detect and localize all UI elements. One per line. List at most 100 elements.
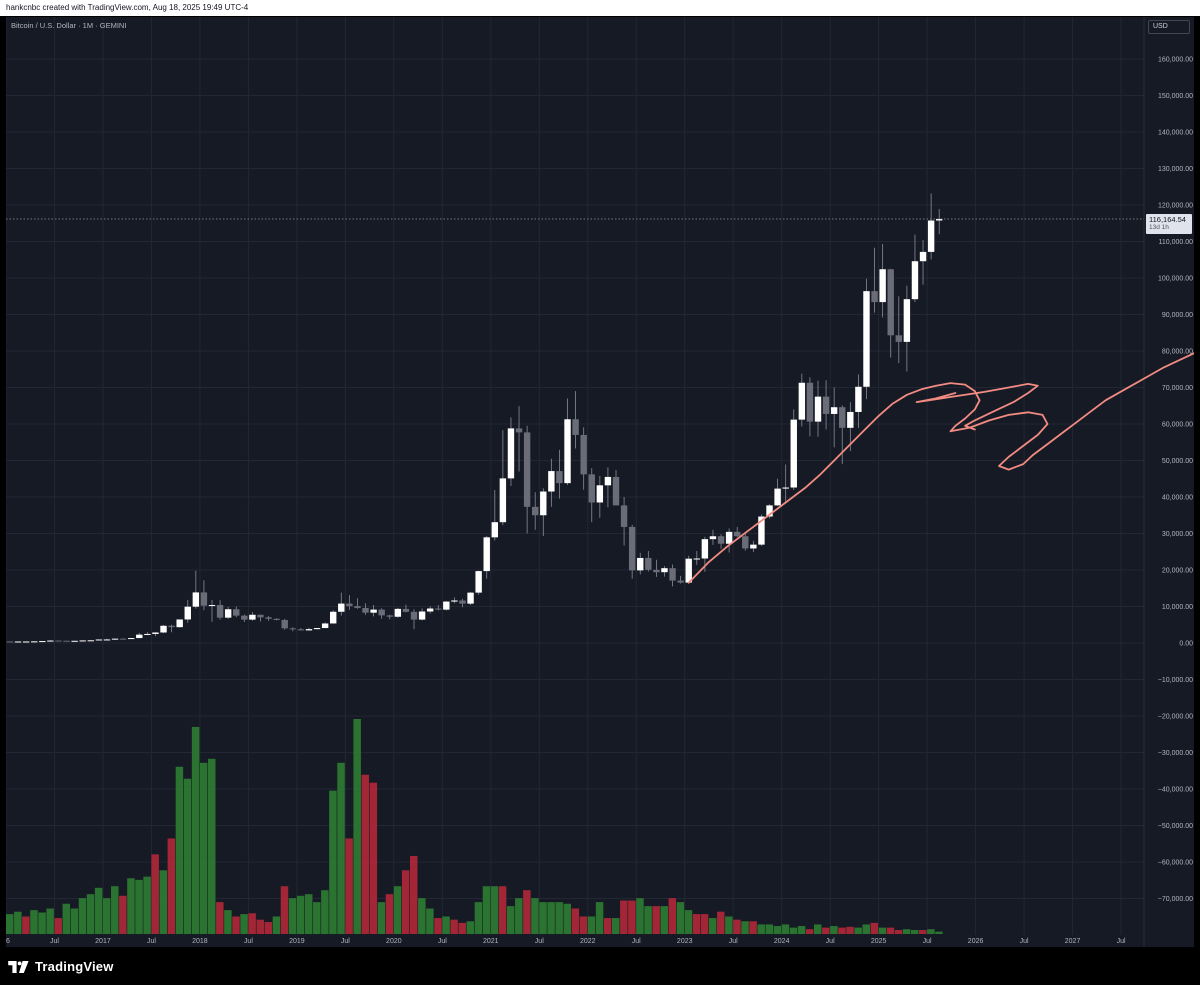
candle-body xyxy=(580,434,587,475)
time-tick-label: 2018 xyxy=(192,938,208,945)
candle-body xyxy=(596,485,604,503)
volume-bar xyxy=(717,911,725,934)
volume-bar xyxy=(240,914,248,934)
candle-body xyxy=(895,335,902,342)
candle-body xyxy=(249,614,256,620)
candle-body xyxy=(241,615,248,620)
volume-bar xyxy=(442,916,450,934)
volume-bar xyxy=(587,916,596,934)
candle-body xyxy=(216,605,224,618)
price-tick-label: −30,000.00 xyxy=(1158,750,1193,757)
candle-body xyxy=(806,382,814,422)
volume-bar xyxy=(781,924,790,934)
price-tick-label: 30,000.00 xyxy=(1162,531,1193,538)
candle-body xyxy=(782,487,789,489)
volume-bar xyxy=(401,870,410,934)
volume-bar xyxy=(515,898,523,934)
candle-body xyxy=(572,419,579,435)
candle-body xyxy=(354,606,361,608)
time-tick-label: 2022 xyxy=(580,938,596,945)
candle-body xyxy=(435,608,442,610)
candle-body xyxy=(750,544,757,549)
candle-body xyxy=(839,407,846,428)
candle-body xyxy=(386,615,393,617)
volume-bar xyxy=(466,921,475,934)
candle-body xyxy=(693,558,700,560)
volume-bar xyxy=(628,900,636,934)
volume-bar xyxy=(579,916,588,934)
candle-body xyxy=(709,536,717,540)
volume-bar xyxy=(296,895,305,934)
candle-body xyxy=(330,611,337,624)
price-chart[interactable]: 160,000.00 150,000.00 140,000.00 130,000.00… xyxy=(6,17,1194,947)
volume-bar xyxy=(571,908,580,934)
volume-bar xyxy=(280,886,289,934)
volume-bar xyxy=(321,890,329,934)
volume-bar xyxy=(822,927,830,934)
candle-body xyxy=(128,638,135,640)
candle-body xyxy=(184,606,191,620)
candle-body xyxy=(378,609,385,616)
last-price-label: 116,164.54 13d 1h xyxy=(1146,214,1192,234)
volume-bar xyxy=(862,924,870,934)
candle-body xyxy=(79,640,86,642)
candle-body xyxy=(338,603,345,612)
volume-bar xyxy=(418,898,426,934)
candle-body xyxy=(200,592,208,606)
currency-badge[interactable]: USD xyxy=(1148,20,1190,34)
volume-bar xyxy=(78,898,87,934)
volume-bar xyxy=(353,719,361,934)
time-tick-label: 2019 xyxy=(289,938,305,945)
candle-body xyxy=(855,386,862,412)
candle-body xyxy=(410,611,418,620)
time-tick-label: 2017 xyxy=(95,938,111,945)
volume-bar xyxy=(337,762,345,934)
volume-bar xyxy=(232,916,240,934)
price-axis[interactable]: 160,000.00 150,000.00 140,000.00 130,000.00… xyxy=(1158,57,1193,904)
volume-bar xyxy=(6,914,14,934)
volume-bar xyxy=(595,902,604,934)
volume-bar xyxy=(183,778,192,934)
time-tick-label: Jul xyxy=(438,938,447,945)
volume-bar xyxy=(902,929,911,934)
candle-body xyxy=(475,571,482,593)
volume-bar xyxy=(127,878,135,934)
price-tick-label: 60,000.00 xyxy=(1162,422,1193,429)
price-tick-label: 50,000.00 xyxy=(1162,458,1193,465)
volume-bar xyxy=(539,902,547,934)
time-axis[interactable]: 16 Jul 2017 Jul 2018 Jul 2019 Jul 2020 Jul 2021 Jul… xyxy=(6,938,1126,945)
candle-body xyxy=(919,251,927,262)
tradingview-logo[interactable]: TradingView xyxy=(8,959,114,974)
volume-bar xyxy=(248,913,256,934)
user-drawings xyxy=(687,352,1194,584)
candle-body xyxy=(22,641,30,643)
candle-body xyxy=(830,407,838,414)
trend-drawing xyxy=(915,382,1039,431)
volume-bar xyxy=(506,906,515,934)
price-tick-label: 130,000.00 xyxy=(1158,166,1193,173)
volume-bar xyxy=(410,855,418,934)
candle-body xyxy=(758,516,765,545)
volume-bar xyxy=(830,926,838,934)
volume-bar xyxy=(612,918,620,934)
candlesticks xyxy=(6,193,943,643)
time-tick-label: Jul xyxy=(826,938,835,945)
candle-body xyxy=(685,558,692,583)
volume-bar xyxy=(523,890,531,934)
candle-body xyxy=(564,419,571,484)
volume-bar xyxy=(474,902,483,934)
volume-bar xyxy=(684,910,693,934)
volume-bar xyxy=(644,906,652,934)
volume-bar xyxy=(482,886,491,934)
volume-bar xyxy=(167,838,176,934)
volume-bar xyxy=(765,924,773,934)
candle-body xyxy=(669,568,676,581)
candle-body xyxy=(887,269,894,336)
volume-bar xyxy=(878,927,887,934)
attribution-text: hankcnbc created with TradingView.com, A… xyxy=(6,3,249,12)
candle-body xyxy=(814,396,822,422)
volume-bar xyxy=(111,886,119,934)
symbol-title[interactable]: Bitcoin / U.S. Dollar · 1M · GEMINI xyxy=(11,21,127,30)
price-tick-label: 110,000.00 xyxy=(1158,239,1193,246)
chart-area[interactable]: 160,000.00 150,000.00 140,000.00 130,000.00… xyxy=(6,17,1194,947)
